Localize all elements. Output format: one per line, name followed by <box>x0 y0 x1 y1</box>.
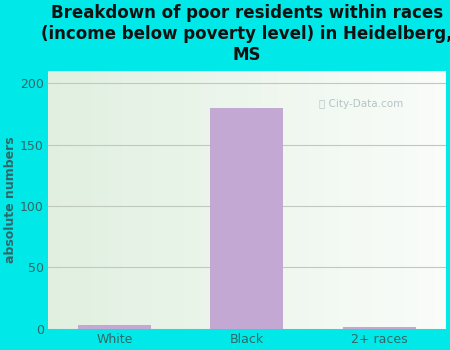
Text: 🔍 City-Data.com: 🔍 City-Data.com <box>319 99 403 110</box>
Bar <box>343 328 416 329</box>
Bar <box>211 108 284 329</box>
Y-axis label: absolute numbers: absolute numbers <box>4 136 17 263</box>
Title: Breakdown of poor residents within races
(income below poverty level) in Heidelb: Breakdown of poor residents within races… <box>41 4 450 64</box>
Bar <box>78 325 151 329</box>
